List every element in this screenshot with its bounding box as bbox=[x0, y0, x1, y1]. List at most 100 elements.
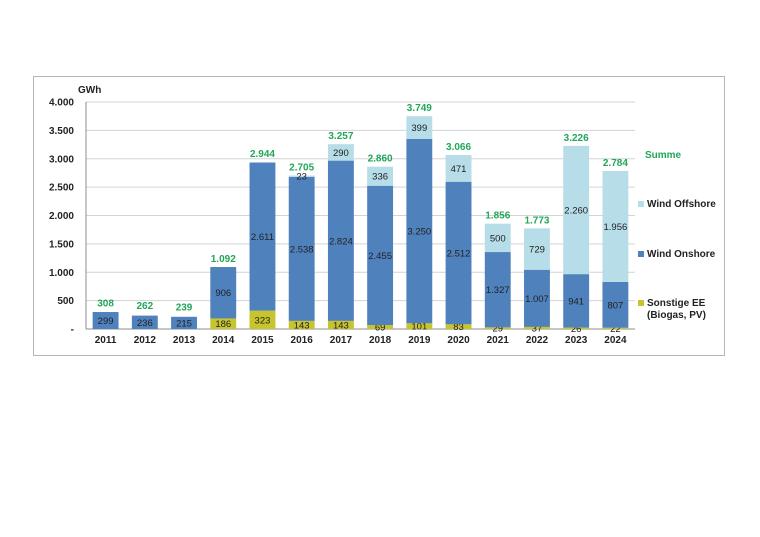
x-tick-label: 2013 bbox=[173, 335, 196, 346]
data-label: 143 bbox=[294, 320, 310, 331]
bar-segment-sonstige-ee-biogas-pv bbox=[563, 327, 590, 329]
bar-segment-sonstige-ee-biogas-pv bbox=[327, 320, 354, 329]
data-label: 186 bbox=[215, 319, 231, 330]
data-label: 215 bbox=[176, 318, 192, 329]
data-label: 906 bbox=[215, 288, 231, 299]
legend-label: Wind Offshore bbox=[647, 199, 716, 210]
x-tick-label: 2017 bbox=[330, 335, 353, 346]
y-tick-label: 3.000 bbox=[49, 154, 74, 165]
data-label: 2.260 bbox=[564, 205, 588, 216]
data-label: 1.007 bbox=[525, 294, 549, 305]
x-tick-label: 2023 bbox=[565, 335, 588, 346]
data-label: 336 bbox=[372, 172, 388, 183]
bar-segment-wind-offshore bbox=[602, 170, 629, 282]
data-label: 729 bbox=[529, 245, 545, 256]
data-label: 2.538 bbox=[290, 244, 314, 255]
data-label: 1.327 bbox=[486, 285, 510, 296]
bar-segment-wind-onshore bbox=[210, 267, 237, 319]
legend-swatch bbox=[638, 300, 644, 306]
total-label: 2.705 bbox=[289, 162, 314, 173]
data-label: 29 bbox=[492, 324, 503, 335]
total-label: 239 bbox=[176, 302, 193, 313]
data-label: 26 bbox=[571, 324, 582, 335]
bar-segment-wind-onshore bbox=[131, 315, 158, 329]
y-tick-label: 1.000 bbox=[49, 268, 74, 279]
total-label: 2.944 bbox=[250, 149, 275, 160]
y-tick-label: 1.500 bbox=[49, 239, 74, 250]
y-tick-label: 4.000 bbox=[49, 98, 74, 109]
legend-swatch bbox=[638, 251, 644, 257]
data-label: 37 bbox=[532, 323, 543, 334]
x-tick-label: 2019 bbox=[408, 335, 431, 346]
total-label: 262 bbox=[136, 301, 153, 312]
x-tick-label: 2020 bbox=[447, 335, 470, 346]
y-unit-label: GWh bbox=[78, 85, 101, 96]
data-label: 236 bbox=[137, 318, 153, 329]
data-label: 299 bbox=[98, 316, 114, 327]
bar-segment-wind-onshore bbox=[327, 160, 354, 321]
total-label: 3.257 bbox=[328, 131, 353, 142]
data-label: 399 bbox=[411, 123, 427, 134]
bar-segment-sonstige-ee-biogas-pv bbox=[210, 318, 237, 329]
bar-segment-wind-onshore bbox=[367, 185, 394, 326]
bar-segment-wind-offshore bbox=[288, 175, 315, 177]
x-tick-label: 2014 bbox=[212, 335, 235, 346]
total-label: 2.784 bbox=[603, 158, 628, 169]
total-label: 308 bbox=[97, 299, 114, 310]
x-tick-label: 2022 bbox=[526, 335, 549, 346]
x-tick-label: 2021 bbox=[487, 335, 510, 346]
bar-segment-wind-onshore bbox=[445, 181, 472, 325]
bar-segment-sonstige-ee-biogas-pv bbox=[288, 320, 315, 329]
legend-label: Sonstige EE bbox=[647, 298, 706, 309]
bar-segment-wind-onshore bbox=[288, 176, 315, 321]
bar-segment-sonstige-ee-biogas-pv bbox=[445, 324, 472, 329]
data-label: 2.455 bbox=[368, 251, 392, 262]
total-label: 3.066 bbox=[446, 142, 471, 153]
data-label: 2.611 bbox=[251, 232, 274, 243]
bar-segment-wind-onshore bbox=[406, 138, 433, 324]
legend-label: (Biogas, PV) bbox=[647, 310, 706, 321]
x-tick-label: 2015 bbox=[251, 335, 274, 346]
stacked-bar-chart: - 500 1.000 1.500 2.000 2.500 3.000 3.500 4.000 G… bbox=[49, 85, 716, 346]
data-label: 143 bbox=[333, 320, 349, 331]
data-label: 807 bbox=[607, 300, 623, 311]
bar-segment-wind-offshore bbox=[406, 116, 433, 139]
bar-segment-wind-onshore bbox=[171, 316, 197, 329]
data-label: 2.512 bbox=[447, 249, 471, 260]
bar-segment-sonstige-ee-biogas-pv bbox=[602, 327, 629, 329]
total-label: 1.092 bbox=[211, 254, 236, 265]
data-label: 941 bbox=[568, 296, 584, 307]
legend-label-summe: Summe bbox=[645, 150, 682, 161]
bar-segment-wind-offshore bbox=[327, 144, 354, 161]
bar-segment-wind-onshore bbox=[602, 281, 629, 328]
data-label: 323 bbox=[255, 315, 271, 326]
data-label: 23 bbox=[296, 172, 307, 183]
y-tick-label: 3.500 bbox=[49, 126, 74, 137]
data-label: 471 bbox=[451, 164, 467, 175]
data-label: 22 bbox=[610, 324, 621, 335]
x-tick-label: 2011 bbox=[95, 335, 117, 346]
bar-segment-wind-offshore bbox=[524, 228, 550, 270]
data-label: 69 bbox=[375, 323, 386, 334]
total-label: 3.226 bbox=[564, 133, 589, 144]
data-label: 101 bbox=[411, 322, 427, 333]
bar-segment-sonstige-ee-biogas-pv bbox=[484, 327, 511, 329]
bar-segment-wind-offshore bbox=[445, 155, 472, 182]
y-tick-label: 2.000 bbox=[49, 211, 74, 222]
data-label: 83 bbox=[453, 322, 464, 333]
data-label: 3.250 bbox=[407, 227, 431, 238]
x-tick-label: 2024 bbox=[604, 335, 627, 346]
x-tick-label: 2016 bbox=[291, 335, 314, 346]
bar-segment-wind-onshore bbox=[249, 162, 276, 311]
bar-segment-wind-onshore bbox=[484, 252, 511, 328]
bar-segment-wind-onshore bbox=[563, 274, 590, 328]
data-label: 500 bbox=[490, 233, 506, 244]
total-label: 3.749 bbox=[407, 103, 432, 114]
bar-segment-wind-offshore bbox=[367, 166, 394, 186]
bar-segment-sonstige-ee-biogas-pv bbox=[367, 325, 394, 329]
y-tick-label: - bbox=[71, 325, 74, 336]
y-tick-label: 500 bbox=[57, 296, 74, 307]
chart-frame: - 500 1.000 1.500 2.000 2.500 3.000 3.500 4.000 G… bbox=[33, 76, 725, 356]
data-label: 2.824 bbox=[329, 236, 353, 247]
x-tick-label: 2012 bbox=[134, 335, 157, 346]
